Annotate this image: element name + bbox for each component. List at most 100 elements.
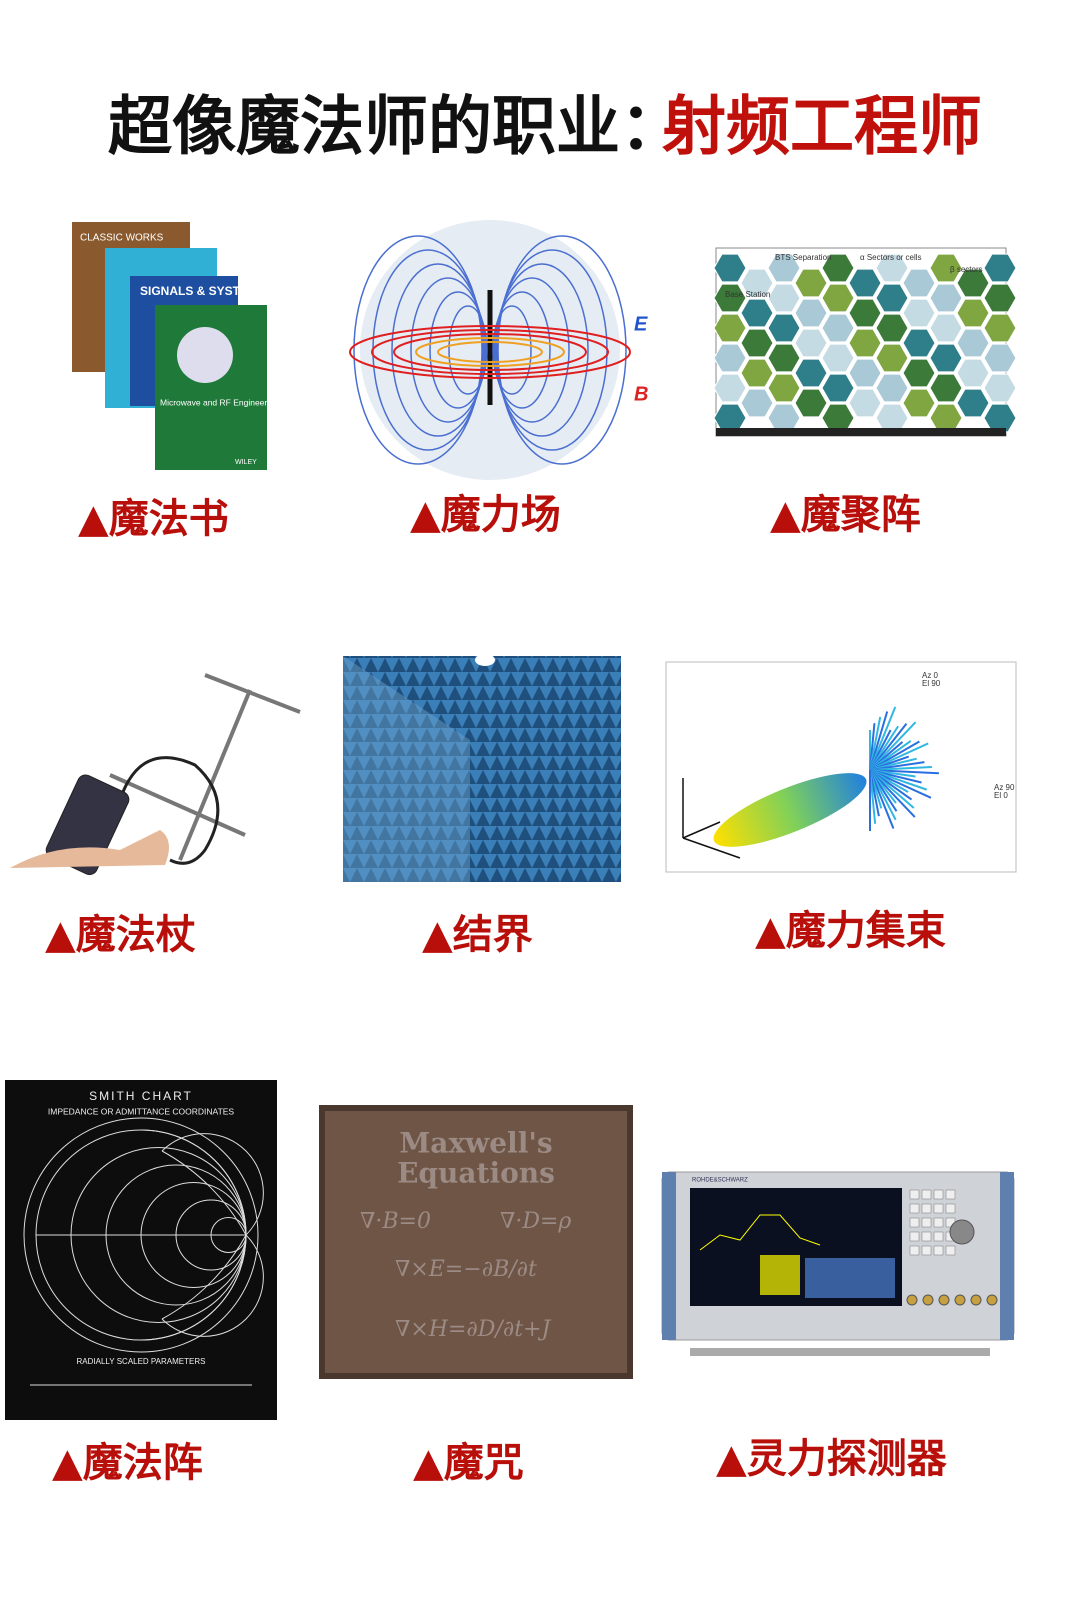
hex-cell — [929, 253, 963, 283]
hex-cell — [902, 298, 936, 328]
equation: ∇·D=ρ — [500, 1209, 571, 1234]
title-black: 超像魔法师的职业： — [108, 90, 684, 165]
e-field-line — [429, 291, 487, 409]
anechoic-chamber — [343, 656, 621, 882]
constellation — [760, 1255, 800, 1295]
hex-cell — [983, 313, 1017, 343]
reactance-arc — [161, 1150, 247, 1236]
hex-cell — [848, 328, 882, 358]
hex-cell — [848, 388, 882, 418]
hex-cell — [767, 283, 801, 313]
hex-label: BTS Separation — [775, 253, 831, 262]
element — [204, 673, 301, 714]
b-field-line — [437, 341, 543, 363]
field-diagram: E B — [349, 220, 648, 480]
hex-cell — [848, 298, 882, 328]
hex-cell — [821, 283, 855, 313]
hex-cell — [956, 298, 990, 328]
axis-label: El 90 — [922, 679, 941, 688]
hex-cell — [956, 358, 990, 388]
plaque-title: Maxwell's — [399, 1127, 552, 1160]
hex-cell — [929, 283, 963, 313]
axis-label: Az 90 — [994, 783, 1015, 792]
main-lobe — [713, 773, 867, 847]
smith-subtitle: IMPEDANCE OR ADMITTANCE COORDINATES — [48, 1106, 235, 1116]
key — [909, 1217, 920, 1228]
connector — [922, 1294, 934, 1306]
caption: ▲结界 — [422, 911, 533, 958]
e-field-line — [391, 263, 485, 437]
key — [909, 1245, 920, 1256]
books: CLASSIC WORKS SIGNALS & SYSTEMS Microwav… — [72, 222, 279, 470]
title-red: 射频工程师 — [662, 90, 982, 165]
hex-cell — [875, 343, 909, 373]
axis — [682, 821, 721, 839]
hex-cell — [821, 373, 855, 403]
handle — [1000, 1172, 1014, 1340]
hex-label: β sectors — [950, 265, 983, 274]
ray — [869, 721, 917, 771]
knob — [949, 1219, 975, 1245]
hex-cell — [713, 253, 747, 283]
book-title: CLASSIC WORKS — [80, 233, 164, 244]
hex-label: α Sectors or cells — [860, 253, 922, 262]
handle — [662, 1172, 676, 1340]
key — [933, 1231, 944, 1242]
hex-cell — [767, 253, 801, 283]
hex-cell — [875, 313, 909, 343]
light — [475, 654, 495, 666]
b-label: B — [634, 383, 648, 405]
smith-grid — [23, 1117, 264, 1386]
hex-cell — [794, 388, 828, 418]
hex-cell — [821, 253, 855, 283]
b-field-line — [415, 337, 565, 367]
hex-cell — [794, 328, 828, 358]
caption: ▲魔聚阵 — [770, 491, 921, 538]
smith-ring — [23, 1117, 259, 1353]
key — [933, 1203, 944, 1214]
ray — [869, 769, 916, 818]
hex-cell — [929, 313, 963, 343]
hex-cell — [794, 268, 828, 298]
hex-cell — [767, 373, 801, 403]
hex-bar — [716, 428, 1006, 436]
connector — [986, 1294, 998, 1306]
hex-cell — [929, 373, 963, 403]
ray — [869, 742, 929, 771]
reactance-arc — [161, 1234, 264, 1337]
key — [933, 1245, 944, 1256]
e-field-line — [494, 277, 570, 423]
equation: ∇×E=−∂B/∂t — [395, 1257, 537, 1282]
smith-chart — [5, 1080, 277, 1420]
book-title: SIGNALS & SYSTEMS — [140, 284, 266, 298]
connector — [954, 1294, 966, 1306]
e-field-line — [353, 235, 483, 465]
lobe-rays — [869, 706, 939, 831]
hex-cell — [956, 388, 990, 418]
key — [945, 1189, 956, 1200]
smith-footer: RADIALLY SCALED PARAMETERS — [77, 1357, 206, 1366]
hex-cell — [848, 358, 882, 388]
hex-cell — [821, 313, 855, 343]
hex-cell — [794, 358, 828, 388]
ray — [869, 706, 897, 771]
e-field-line — [497, 235, 627, 465]
reactance-arc — [140, 1129, 247, 1236]
key — [909, 1189, 920, 1200]
hex-cell — [713, 373, 747, 403]
key — [933, 1189, 944, 1200]
b-field-line — [349, 325, 631, 379]
keypad — [906, 1189, 998, 1306]
hex-cell — [767, 343, 801, 373]
hex-cell — [902, 268, 936, 298]
caption: ▲魔咒 — [413, 1439, 524, 1486]
trace — [699, 1214, 821, 1251]
plaque-title: Equations — [397, 1157, 555, 1190]
b-field-line — [393, 333, 587, 371]
cable — [118, 756, 220, 865]
ray — [869, 769, 939, 775]
hex-cell — [740, 298, 774, 328]
hex-cell — [740, 268, 774, 298]
antenna — [10, 673, 301, 876]
